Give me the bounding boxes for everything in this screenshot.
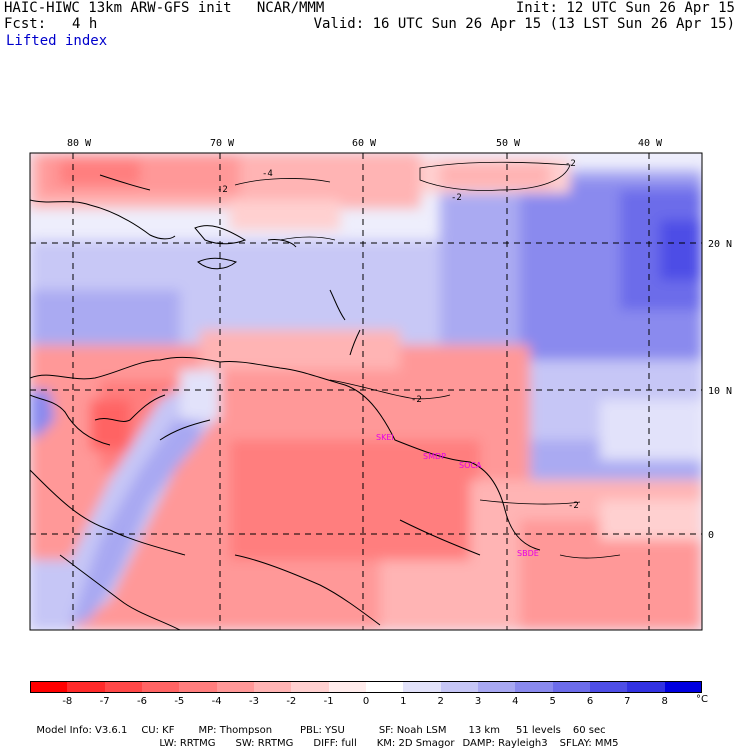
- colorbar-swatch: [30, 681, 68, 693]
- colorbar-tick-label: -4: [211, 696, 222, 707]
- colorbar-tick-label: -1: [323, 696, 334, 707]
- surface-scheme: SF: Noah LSM: [378, 725, 447, 736]
- forecast-hour: 4 h: [72, 16, 98, 32]
- colorbar-tick-label: 0: [362, 696, 370, 707]
- colorbar-tick-label: 2: [437, 696, 444, 707]
- station-label: SMDP: [423, 452, 446, 461]
- colorbar-swatch: [67, 681, 106, 693]
- colorbar-tick-label: 3: [474, 696, 482, 707]
- colorbar-swatch: [403, 681, 442, 693]
- contour-label: -2: [568, 501, 579, 511]
- lat-label-10n: 10 N: [708, 386, 732, 397]
- colorbar-tick-label: -8: [62, 696, 73, 707]
- field-name: Lifted index: [6, 33, 108, 49]
- colorbar-swatch: [216, 681, 255, 693]
- colorbar-tick-label: 7: [624, 696, 631, 707]
- cumulus-scheme: CU: KF: [141, 725, 175, 736]
- station-label: SOCA: [459, 461, 482, 470]
- lon-label-80w: 80 W: [67, 138, 92, 149]
- graticule: [30, 153, 702, 630]
- lat-label-0: 0: [708, 530, 714, 541]
- station-label: SKEI: [376, 433, 394, 442]
- colorbar-swatch: [142, 681, 180, 693]
- colorbar-tick-label: 8: [661, 696, 668, 707]
- init-time: Init: 12 UTC Sun 26 Apr 15: [515, 0, 735, 16]
- colorbar-swatch: [590, 681, 628, 693]
- colorbar-swatch: [328, 681, 367, 693]
- colorbar-swatch: [104, 681, 143, 693]
- colorbar-tick-label: -6: [137, 696, 147, 707]
- colorbar-swatch: [291, 681, 330, 693]
- colorbar-tick-label: -2: [286, 696, 297, 707]
- timestep: 60 sec: [572, 725, 606, 736]
- colorbar-frame: [30, 681, 702, 693]
- colorbar-tick-label: 6: [586, 696, 594, 707]
- colorbar-swatch: [179, 681, 218, 693]
- contour-lines: [234, 161, 621, 559]
- map-frame: [29, 152, 703, 631]
- colorbar-swatch: [552, 681, 591, 693]
- colorbar-swatch: [478, 681, 516, 693]
- lon-label-50w: 50 W: [496, 138, 521, 149]
- colorbar-swatch: [440, 681, 479, 693]
- model-info-line1: Model Info: V3.6.1 CU: KF MP: Thompson PBL:…: [30, 711, 606, 737]
- contour-label: -2: [411, 395, 422, 405]
- colorbar-swatch: [627, 681, 666, 693]
- lon-label-40w: 40 W: [638, 138, 663, 149]
- colorbar-swatch: [254, 681, 292, 693]
- valid-time: Valid: 16 UTC Sun 26 Apr 15 (13 LST Sun …: [313, 16, 735, 32]
- colorbar-tick-label: -5: [174, 696, 185, 707]
- model-version: Model Info: V3.6.1: [36, 725, 128, 736]
- contour-label: -2: [217, 185, 228, 195]
- colorbar-tick-label: -3: [249, 696, 259, 707]
- contour-label: -4: [262, 169, 273, 179]
- model-info-line2: LW: RRTMG SW: RRTMG DIFF: full KM: 2D Smago…: [153, 724, 618, 750]
- colorbar-tick-label: 1: [400, 696, 407, 707]
- colorbar-tick-label: 4: [512, 696, 519, 707]
- colorbar-unit: °C: [696, 694, 708, 705]
- coastlines: [30, 174, 541, 630]
- colorbar-tick-label: -7: [99, 696, 110, 707]
- forecast-label: Fcst:: [4, 16, 47, 32]
- map-field-shading: [30, 153, 702, 630]
- lon-label-70w: 70 W: [210, 138, 235, 149]
- microphysics-scheme: MP: Thompson: [198, 725, 273, 736]
- grid-spacing: 13 km: [468, 725, 500, 736]
- colorbar-swatch: [366, 681, 404, 693]
- colorbar-tick-label: 5: [549, 696, 556, 707]
- pbl-scheme: PBL: YSU: [300, 725, 345, 736]
- model-title: HAIC-HIWC 13km ARW-GFS init NCAR/MMM: [4, 0, 325, 16]
- contour-label: -2: [451, 193, 462, 203]
- vertical-levels: 51 levels: [515, 725, 561, 736]
- lon-label-60w: 60 W: [352, 138, 377, 149]
- lat-label-20n: 20 N: [708, 239, 732, 250]
- station-label: SBDE: [517, 549, 539, 558]
- colorbar-swatch: [515, 681, 554, 693]
- colorbar-swatch: [664, 681, 703, 693]
- contour-label: -2: [565, 159, 576, 169]
